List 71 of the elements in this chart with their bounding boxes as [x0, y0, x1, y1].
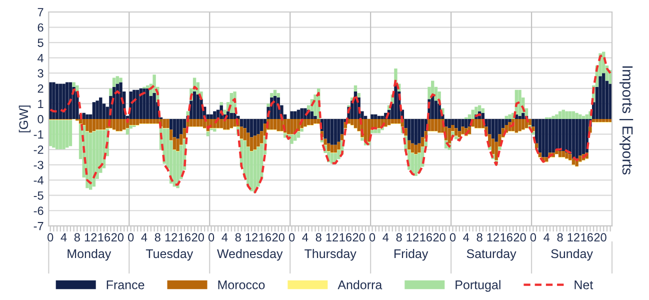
x-tick-label: 16	[98, 233, 110, 242]
x-tick-label: 0	[208, 233, 214, 242]
x-tick-label: 16	[178, 233, 191, 242]
x-tick-label: 0	[128, 233, 134, 242]
x-tick-label: 8	[396, 233, 402, 242]
x-tick-label: 16	[500, 233, 512, 242]
x-tick-label: 8	[74, 233, 80, 242]
y-tick-label: 2	[38, 84, 44, 93]
text: Thursday	[304, 248, 356, 261]
x-tick-label: 12	[487, 233, 499, 242]
x-tick-label: 12	[84, 233, 97, 242]
y-tick-label: 1	[38, 100, 44, 108]
x-tick-label: 16	[581, 233, 593, 242]
legend-label: Net	[574, 280, 594, 290]
x-tick-label: 4	[302, 233, 308, 242]
y-axis-title: [GW]	[18, 106, 31, 132]
y-tick-label: -6	[34, 206, 44, 216]
x-tick-label: 20	[352, 233, 365, 242]
y2-axis-title: Imports | Exports	[619, 66, 634, 174]
x-tick-label: 12	[246, 233, 258, 242]
y-tick-label: -3	[34, 160, 44, 170]
legend-label: France	[106, 280, 144, 290]
x-tick-label: 16	[340, 233, 352, 242]
x-tick-label: 20	[192, 233, 204, 242]
legend-label: Portugal	[456, 280, 500, 292]
x-tick-label: 20	[433, 233, 446, 242]
x-tick-label: 0	[288, 233, 295, 242]
x-tick-label: 20	[272, 233, 284, 242]
x-tick-label: 8	[316, 233, 322, 242]
x-tick-label: 8	[476, 233, 482, 242]
y-tick-label: 3	[38, 69, 44, 78]
x-tick-label: 12	[326, 233, 338, 242]
x-tick-label: 20	[594, 233, 606, 242]
x-tick-label: 12	[406, 233, 418, 242]
y-tick-label: 7	[38, 8, 44, 16]
x-tick-label: 8	[235, 233, 241, 242]
y-tick-label: -2	[34, 146, 44, 154]
x-tick-label: 20	[111, 233, 124, 242]
x-tick-label: 12	[165, 233, 178, 242]
x-tick-label: 0	[450, 233, 456, 242]
text: Friday	[394, 248, 428, 261]
x-tick-label: 4	[382, 233, 389, 242]
x-tick-label: 8	[154, 233, 160, 242]
x-tick-label: 4	[544, 233, 550, 242]
y-tick-label: 5	[38, 38, 44, 47]
x-tick-label: 16	[420, 233, 432, 242]
x-tick-label: 4	[141, 233, 148, 242]
text: Sunday	[551, 248, 593, 261]
legend-label: Morocco	[218, 280, 265, 290]
y-tick-label: -5	[34, 192, 44, 200]
y-tick-label: -7	[34, 222, 44, 230]
text: Saturday	[466, 248, 516, 261]
y-tick-label: -4	[34, 176, 44, 184]
text: Wednesday	[217, 248, 283, 261]
y-tick-label: -1	[34, 130, 44, 139]
text: Tuesday	[146, 248, 194, 261]
y-tick-label: 4	[38, 54, 44, 62]
text: Monday	[68, 248, 112, 261]
x-tick-label: 4	[60, 233, 67, 242]
x-tick-label: 0	[530, 233, 536, 242]
x-tick-label: 20	[514, 233, 526, 242]
x-tick-label: 4	[222, 233, 228, 242]
x-tick-label: 16	[259, 233, 271, 242]
legend-label: Andorra	[338, 280, 382, 290]
x-tick-label: 8	[557, 233, 563, 242]
x-tick-label: 0	[369, 233, 376, 242]
y-tick-label: 0	[38, 114, 44, 124]
y-tick-label: 6	[38, 23, 44, 32]
x-tick-label: 4	[463, 233, 470, 242]
x-tick-label: 12	[568, 233, 580, 242]
x-tick-label: 0	[48, 233, 54, 242]
